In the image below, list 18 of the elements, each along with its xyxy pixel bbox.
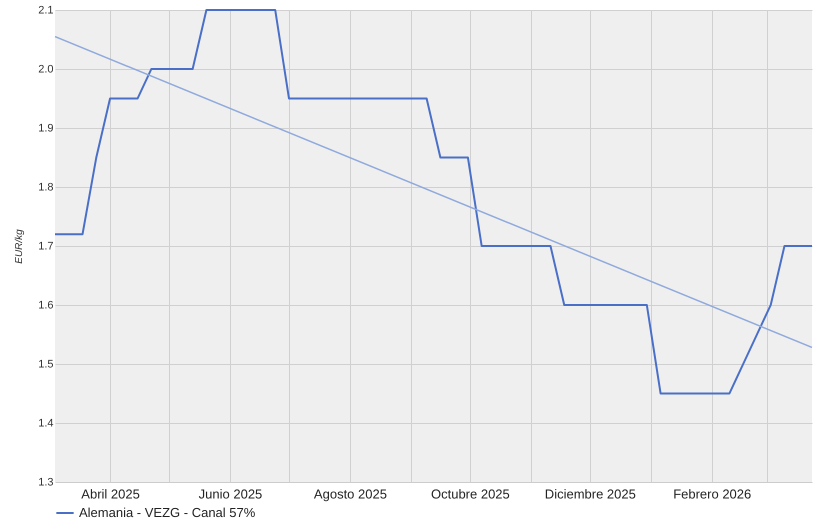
y-tick-label: 2.0 [38, 64, 54, 76]
y-tick-label: 1.3 [38, 476, 54, 488]
x-tick-label: Octubre 2025 [430, 486, 510, 502]
line-series [54, 9, 813, 394]
x-tick-label: Agosto 2025 [314, 486, 387, 502]
x-tick-label: Junio 2025 [198, 486, 262, 502]
y-tick-label: 1.7 [38, 240, 54, 252]
y-tick-label: 1.9 [38, 122, 54, 134]
x-tick-label: Febrero 2026 [673, 486, 752, 502]
y-tick-label: 1.5 [38, 358, 54, 370]
legend-label: Alemania - VEZG - Canal 57% [79, 505, 256, 520]
x-tick-label: Diciembre 2025 [544, 486, 636, 502]
y-tick-label: 1.6 [38, 300, 54, 312]
y-tick-label: 1.8 [38, 182, 54, 194]
x-tick-label: Abril 2025 [81, 486, 140, 502]
y-tick-label: 1.4 [38, 418, 54, 430]
y-tick-label: 2.1 [38, 4, 54, 16]
y-axis-title: EUR/kg [14, 228, 26, 264]
